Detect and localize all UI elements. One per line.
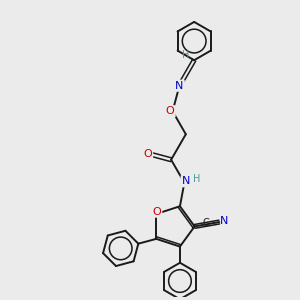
Text: O: O (166, 106, 175, 116)
Text: N: N (182, 176, 190, 186)
Text: C: C (202, 218, 209, 228)
Text: N: N (175, 81, 184, 91)
Text: O: O (152, 207, 161, 217)
Text: O: O (143, 149, 152, 159)
Text: N: N (220, 217, 229, 226)
Text: H: H (193, 174, 200, 184)
Text: H: H (182, 50, 190, 60)
